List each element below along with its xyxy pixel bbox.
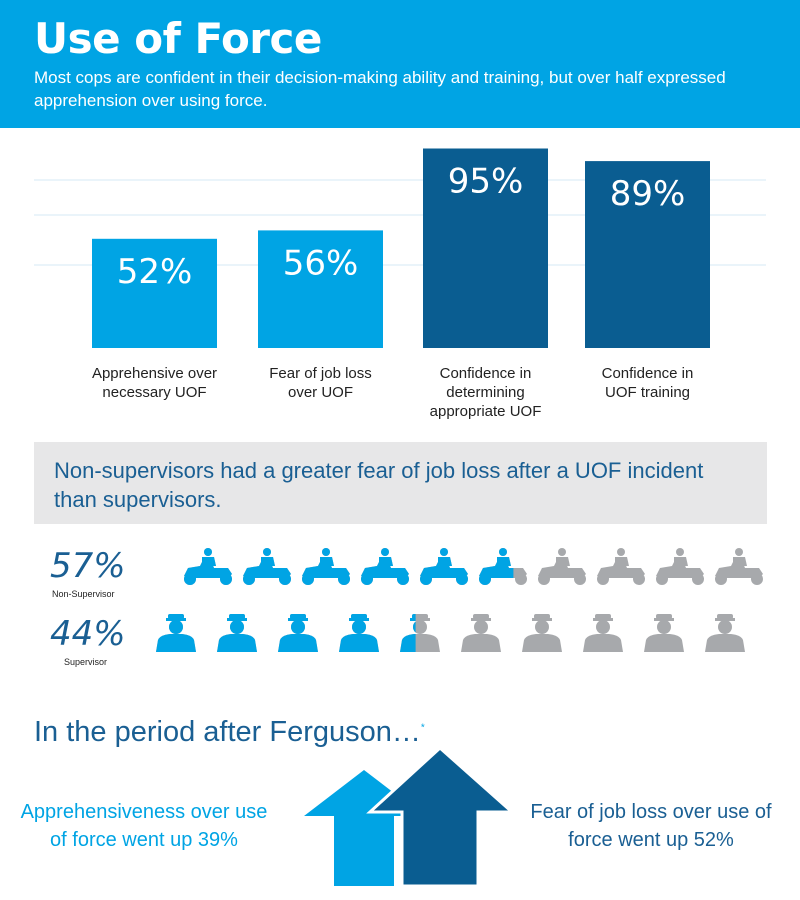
bar [92,238,217,348]
bar-value-label: 89% [610,174,686,214]
callout-text: Non-supervisors had a greater fear of jo… [54,458,704,512]
officer-bust-icon [583,614,623,652]
police-motorcycle-icon [243,548,291,585]
bar [423,148,548,348]
police-motorcycle-icon [361,548,409,585]
officer-bust-icon [339,614,379,652]
ferguson-title: In the period after Ferguson… [34,716,421,748]
pictograph-percent: 44% [50,614,126,654]
officer-bust-icon [522,614,562,652]
officer-bust-icon [156,614,196,652]
category-label: Fear of job loss over UOF [269,365,372,401]
bar-value-label: 56% [283,243,359,283]
job-loss-stat: Fear of job loss over use of force went … [530,801,772,851]
category-label: Confidence in UOF training [602,365,694,401]
ferguson-heading: In the period after Ferguson…* [34,716,425,749]
footnote-mark: * [420,722,425,734]
police-motorcycle-icon [302,548,350,585]
apprehensiveness-stat: Apprehensiveness over use of force went … [20,801,268,851]
police-motorcycle-icon [479,548,527,585]
officer-bust-icon [461,614,501,652]
pictograph-percent: 57% [50,546,126,586]
police-motorcycle-icon [420,548,468,585]
category-label: Confidence in determining appropriate UOF [430,365,542,420]
category-label: Apprehensive over necessary UOF [92,365,217,401]
police-motorcycle-icon [538,548,586,585]
bar-chart: 52% Apprehensive over necessary UOF 56% Fear… [34,148,766,420]
page-subtitle: Most cops are confident in their decisio… [34,68,726,110]
officer-bust-icon [278,614,318,652]
officer-bust-icon [217,614,257,652]
pictograph-caption: Supervisor [64,657,108,667]
up-arrows-graphic [304,748,516,888]
police-motorcycle-icon [597,548,645,585]
police-motorcycle-icon [184,548,232,585]
officer-bust-icon [644,614,684,652]
police-motorcycle-icon [656,548,704,585]
header-banner: Use of Force Most cops are confident in … [0,0,800,128]
bar-value-label: 95% [448,162,524,202]
pictograph-caption: Non-Supervisor [52,589,115,599]
police-motorcycle-icon [715,548,763,585]
bar-value-label: 52% [117,252,193,292]
bar [258,230,383,348]
pictograph-row-non-supervisor: 57% Non-Supervisor [34,546,774,606]
page-title: Use of Force [34,14,322,63]
callout-banner: Non-supervisors had a greater fear of jo… [34,442,767,524]
up-arrow-icon [366,748,516,888]
officer-bust-icon [705,614,745,652]
bar [585,161,710,348]
officer-bust-icon [400,614,440,652]
pictograph-row-supervisor: 44% Supervisor [34,614,774,674]
